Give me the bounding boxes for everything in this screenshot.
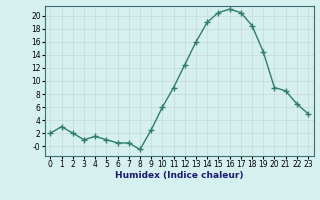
X-axis label: Humidex (Indice chaleur): Humidex (Indice chaleur)	[115, 171, 244, 180]
